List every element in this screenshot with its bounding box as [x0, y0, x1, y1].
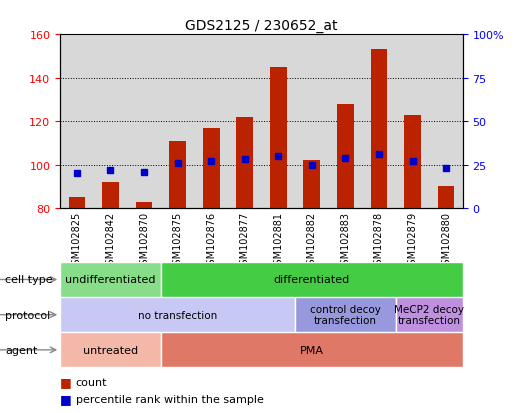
Text: cell type: cell type [5, 275, 53, 285]
Text: MeCP2 decoy
transfection: MeCP2 decoy transfection [394, 304, 464, 326]
Text: count: count [76, 377, 107, 387]
Bar [295, 297, 396, 332]
Text: control decoy
transfection: control decoy transfection [310, 304, 381, 326]
Text: untreated: untreated [83, 345, 138, 355]
Bar [396, 297, 463, 332]
Text: protocol: protocol [5, 310, 51, 320]
Bar [169, 141, 186, 209]
Text: agent: agent [5, 345, 38, 355]
Bar [60, 332, 161, 368]
Bar [236, 117, 253, 209]
Bar [404, 115, 421, 209]
Text: differentiated: differentiated [274, 275, 350, 285]
Text: percentile rank within the sample: percentile rank within the sample [76, 394, 264, 404]
Bar [161, 262, 463, 297]
Bar [60, 297, 295, 332]
Bar [135, 202, 152, 209]
Bar [438, 187, 454, 209]
Title: GDS2125 / 230652_at: GDS2125 / 230652_at [185, 19, 338, 33]
Bar [337, 104, 354, 209]
Text: PMA: PMA [300, 345, 324, 355]
Bar [270, 68, 287, 209]
Bar [303, 161, 320, 209]
Bar [60, 262, 161, 297]
Text: ■: ■ [60, 375, 72, 389]
Bar [69, 198, 85, 209]
Bar [102, 183, 119, 209]
Bar [203, 128, 220, 209]
Bar [161, 332, 463, 368]
Text: ■: ■ [60, 392, 72, 405]
Text: undifferentiated: undifferentiated [65, 275, 156, 285]
Bar [371, 50, 388, 209]
Text: no transfection: no transfection [138, 310, 217, 320]
